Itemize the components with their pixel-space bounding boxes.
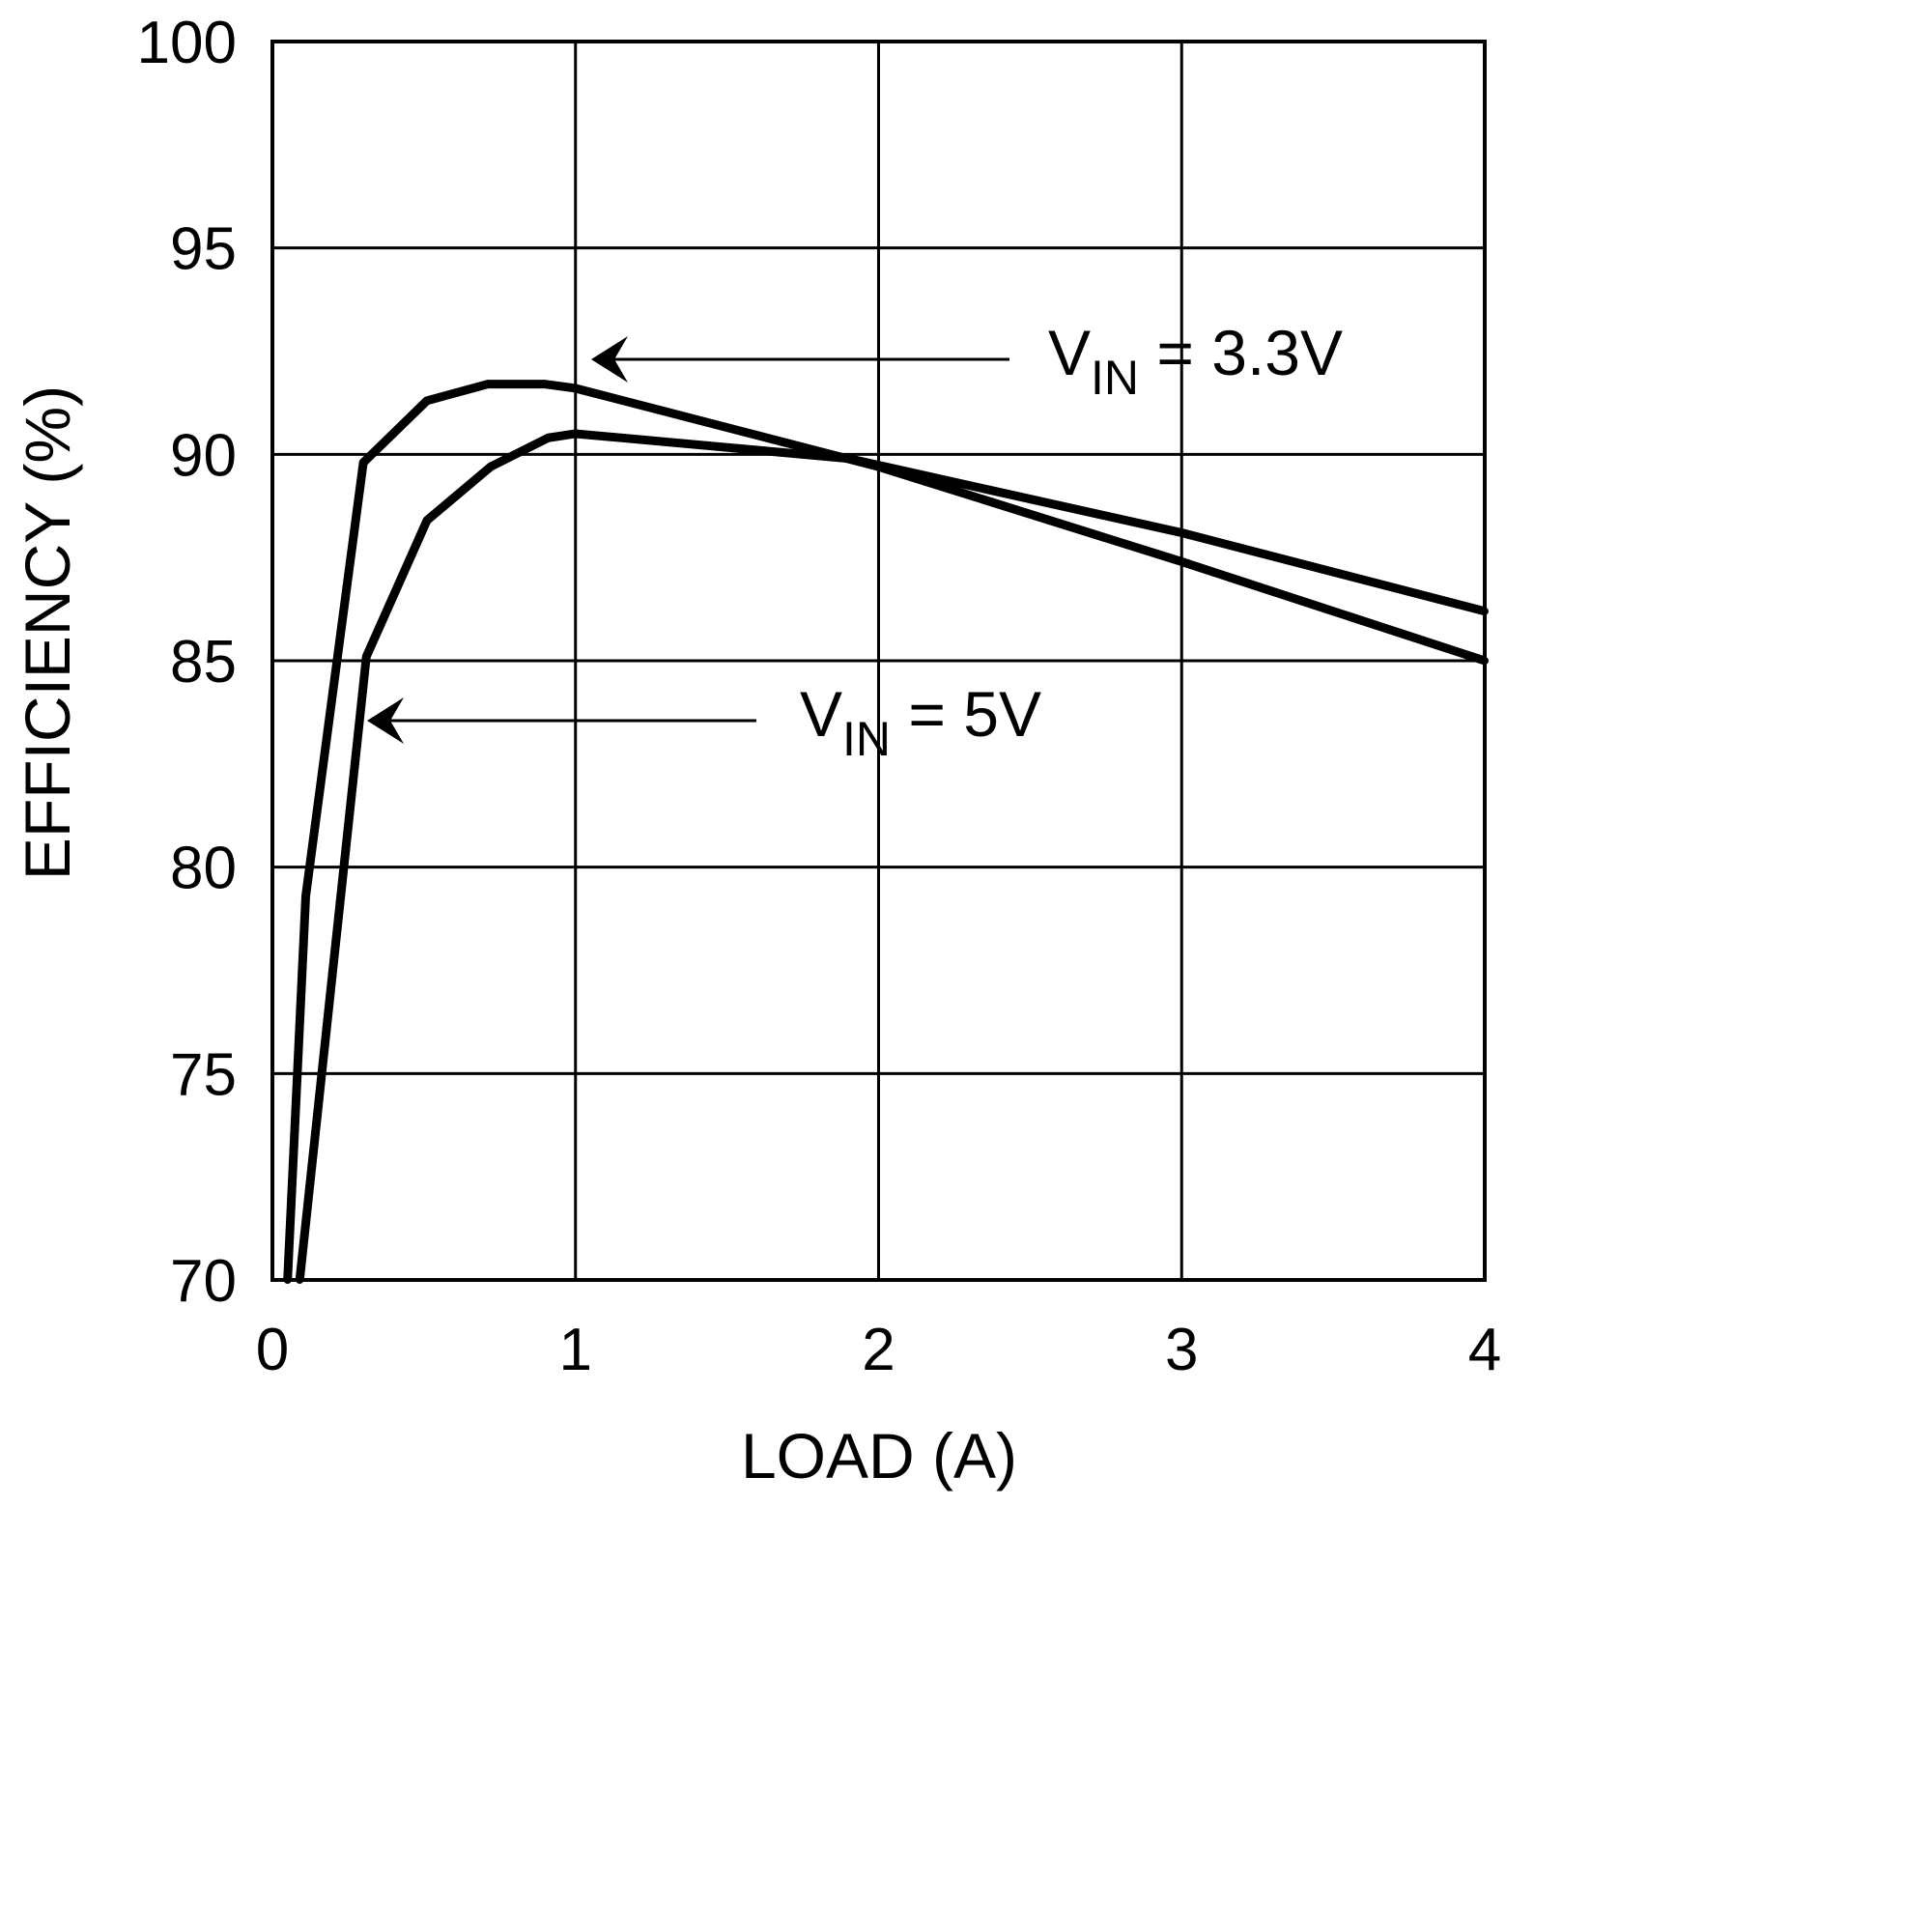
data-point — [423, 396, 432, 405]
y-tick-label: 100 — [137, 10, 237, 76]
data-point — [483, 380, 492, 388]
x-tick-label: 4 — [1468, 1317, 1501, 1383]
x-tick-label: 1 — [559, 1317, 592, 1383]
data-point — [1481, 657, 1489, 665]
data-point — [359, 458, 368, 467]
annotation-label-3v3: VIN = 3.3V — [1048, 317, 1343, 405]
data-point — [1178, 528, 1186, 537]
x-tick-label: 0 — [256, 1317, 289, 1383]
data-point — [544, 434, 553, 442]
series-lines — [283, 380, 1489, 1284]
y-tick-label: 80 — [170, 836, 237, 902]
data-point — [423, 516, 432, 525]
data-point — [1481, 607, 1489, 615]
grid — [270, 40, 1487, 1282]
data-point — [541, 380, 550, 388]
y-tick-label: 85 — [170, 629, 237, 696]
y-tick-label: 75 — [170, 1041, 237, 1108]
y-tick-label: 70 — [170, 1248, 237, 1315]
x-tick-label: 2 — [862, 1317, 895, 1383]
data-point — [362, 652, 371, 661]
efficiency-chart: 0 1 2 3 4 70 75 80 85 90 95 100 LOAD (A) EFFICIENCY… — [12, 10, 1502, 1492]
arrowhead-5v — [367, 697, 404, 744]
data-point — [486, 463, 495, 471]
series-line-1 — [295, 429, 1487, 1281]
y-tick-label: 90 — [170, 422, 237, 489]
series-line-0 — [283, 380, 1487, 1281]
x-tick-label: 3 — [1165, 1317, 1198, 1383]
x-axis-label: LOAD (A) — [741, 1420, 1017, 1492]
data-point — [1178, 557, 1186, 566]
tick-labels: 0 1 2 3 4 70 75 80 85 90 95 100 — [137, 10, 1502, 1383]
data-point — [844, 454, 853, 463]
data-point — [296, 1276, 304, 1284]
annotation-label-5v: VIN = 5V — [800, 678, 1041, 766]
arrowhead-3v3 — [591, 336, 628, 383]
data-point — [571, 429, 580, 438]
y-tick-label: 95 — [170, 216, 237, 283]
data-point — [571, 384, 580, 392]
data-point — [283, 1276, 292, 1284]
data-point — [301, 892, 310, 900]
y-axis-label: EFFICIENCY (%) — [12, 385, 83, 880]
